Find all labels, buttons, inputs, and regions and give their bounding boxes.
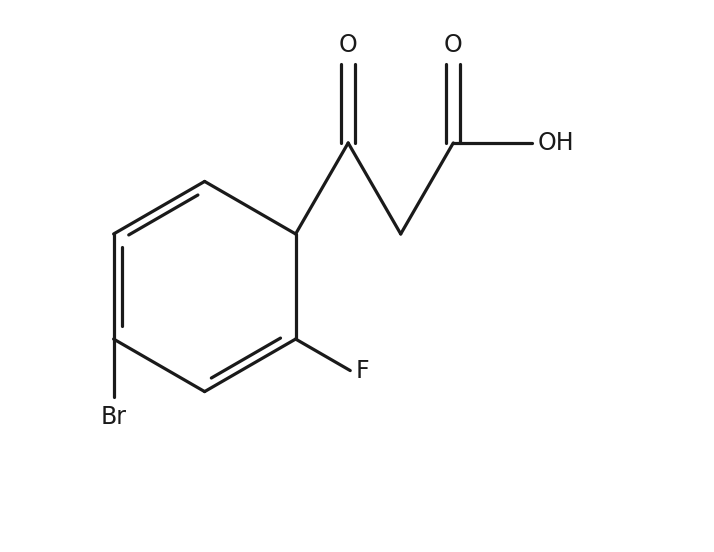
Text: F: F (356, 359, 369, 383)
Text: OH: OH (538, 131, 574, 155)
Text: O: O (444, 33, 463, 57)
Text: O: O (339, 33, 358, 57)
Text: Br: Br (101, 405, 126, 429)
